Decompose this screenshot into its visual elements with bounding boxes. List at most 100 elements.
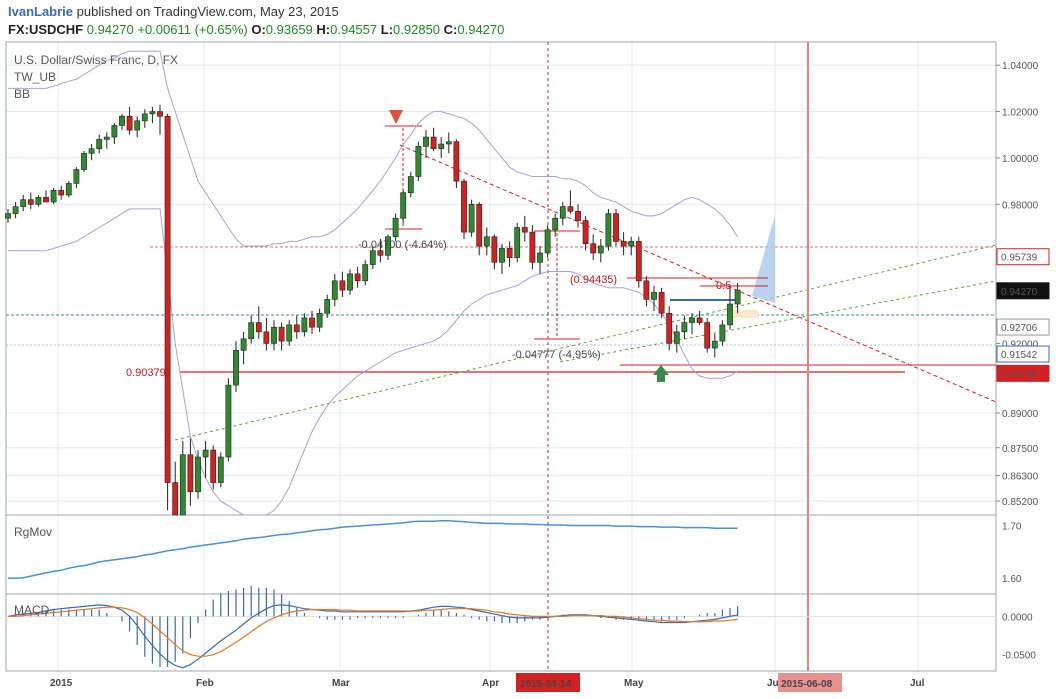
candle-body: [423, 136, 429, 147]
price-tick-label: 0.86300: [1002, 472, 1039, 483]
candle-body: [286, 324, 293, 342]
candle: [658, 287, 665, 318]
candle-body: [590, 243, 597, 254]
candles: [5, 104, 741, 516]
price-label-box: [996, 282, 1050, 300]
uptrend-line-lower: [174, 244, 997, 441]
candle-body: [73, 169, 80, 184]
candle: [400, 190, 407, 223]
candle-body: [727, 303, 733, 326]
high-label: H:: [316, 22, 331, 37]
indicator-label-twub: TW_UB: [14, 70, 56, 84]
candle: [369, 246, 376, 270]
candle: [529, 225, 536, 270]
candle-body: [643, 280, 650, 300]
price-tick-label: 0.85200: [1002, 497, 1039, 508]
time-axis[interactable]: 2015 Feb Mar Apr May Jun Jul 2015-04-14 2015-06-…: [50, 673, 925, 692]
candle: [666, 306, 673, 351]
price-axis[interactable]: 1.04000 1.02000 1.00000 0.98000 0.95739 0.942…: [996, 61, 1050, 508]
candle-body: [635, 241, 642, 282]
candle-body: [582, 220, 589, 245]
bb-lower-line: [8, 208, 738, 516]
candle: [673, 324, 680, 353]
candle: [248, 315, 255, 344]
candle: [301, 313, 308, 337]
candle-body: [438, 143, 445, 149]
price-tick-label: 0.92000: [1002, 339, 1039, 350]
candle: [392, 213, 399, 242]
price-label-text: 0.90709: [1001, 369, 1038, 380]
author-link[interactable]: IvanLabrie: [8, 4, 74, 19]
candle-body: [316, 312, 323, 328]
projection-triangle: [752, 215, 775, 303]
candle: [559, 201, 566, 226]
candle-body: [157, 111, 163, 117]
time-tick-label: 2015: [50, 678, 73, 689]
downtrend-line: [399, 144, 997, 403]
price-label-text: 0.95739: [1001, 253, 1038, 264]
candle: [81, 150, 87, 172]
candle-body: [613, 213, 619, 242]
candle-body: [96, 139, 103, 149]
candle-body: [711, 340, 718, 349]
symbol-label: FX:USDCHF: [8, 22, 84, 37]
candle: [225, 378, 232, 462]
candle-body: [719, 324, 726, 342]
close-value: 0.94270: [457, 22, 505, 37]
candle-body: [354, 273, 361, 282]
candle-body: [172, 482, 179, 516]
candle-body: [263, 331, 270, 344]
buy-arrow-icon: [653, 365, 669, 375]
low-label: L:: [380, 22, 394, 37]
candle-body: [5, 213, 11, 219]
candle-body: [430, 136, 437, 149]
high-value: 0.94557: [330, 22, 378, 37]
time-tick-label: Mar: [332, 678, 350, 689]
candle-body: [544, 229, 551, 254]
time-tick-label: Apr: [482, 678, 499, 689]
candle: [385, 234, 391, 260]
price-label-box: [996, 345, 1050, 363]
candle-body: [65, 183, 72, 196]
quote-line: FX:USDCHF 0.94270 +0.00611 (+0.65%) O:0.…: [8, 22, 504, 37]
drawings: [6, 42, 997, 671]
price-label-box: [996, 318, 1050, 336]
price-tick-label: 0.89000: [1002, 409, 1039, 420]
candle: [696, 310, 703, 325]
candle: [499, 243, 505, 274]
candle-body: [521, 227, 528, 233]
candle: [119, 113, 125, 131]
candle-body: [255, 322, 262, 333]
candle-body: [445, 141, 452, 145]
candle: [719, 320, 726, 346]
macd-tick-label: -0.0500: [1002, 651, 1036, 662]
candle: [157, 104, 163, 135]
candle-body: [339, 280, 346, 291]
publisher-line: IvanLabrie published on TradingView.com,…: [8, 4, 339, 19]
fib-half-label: 0.5: [716, 280, 731, 292]
candle: [605, 208, 612, 251]
candle: [689, 313, 695, 335]
candle-body: [575, 210, 581, 221]
measure-label-apr: -0.04777 (-4.95%): [512, 349, 601, 361]
chart-canvas[interactable]: -0.04700 (-4.64%) (0.94435) 0.5 -0.04777…: [0, 40, 1056, 699]
candle: [407, 171, 414, 198]
price-label-text: 0.94270: [1001, 287, 1038, 298]
price-change: +0.00611 (+0.65%): [137, 22, 248, 37]
candle: [43, 190, 49, 203]
candle: [567, 190, 574, 214]
candle-body: [552, 217, 559, 231]
candle: [126, 106, 133, 135]
candle: [271, 320, 277, 351]
candle: [423, 130, 429, 158]
candle: [111, 123, 118, 145]
candle: [628, 236, 635, 256]
time-tick-label: Jul: [910, 678, 925, 689]
signal-series-line: [8, 606, 738, 657]
candle: [324, 294, 331, 318]
candle-body: [50, 190, 57, 203]
price-label-box: [996, 248, 1050, 266]
candle-body: [400, 192, 407, 219]
candle-body: [217, 456, 224, 483]
candle: [461, 178, 467, 240]
